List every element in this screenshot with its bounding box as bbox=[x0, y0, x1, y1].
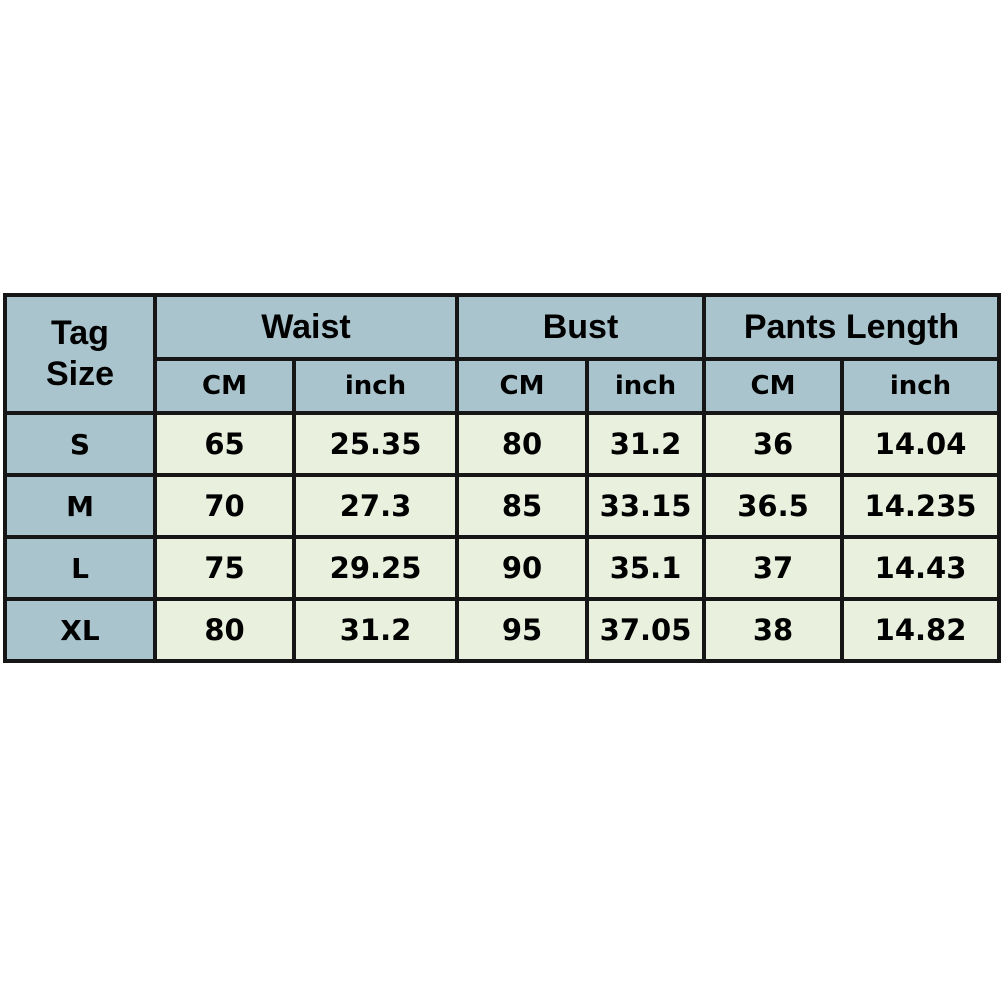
data-cell-pants-inch: 14.235 bbox=[840, 473, 1002, 539]
table-row-s: S 65 25.35 80 31.2 36 14.04 bbox=[3, 411, 1002, 477]
data-cell-waist-cm: 65 bbox=[153, 411, 296, 477]
data-cell-pants-inch: 14.04 bbox=[840, 411, 1002, 477]
data-cell-bust-inch: 31.2 bbox=[585, 411, 707, 477]
group-header-pants-length: Pants Length bbox=[702, 293, 1002, 361]
table-row-l: L 75 29.25 90 35.1 37 14.43 bbox=[3, 535, 1002, 601]
tag-size-line1: Tag bbox=[51, 313, 109, 352]
data-cell-bust-inch: 35.1 bbox=[585, 535, 707, 601]
subheader-bust-inch: inch bbox=[585, 357, 707, 415]
data-cell-pants-cm: 38 bbox=[702, 597, 845, 663]
group-header-bust: Bust bbox=[455, 293, 707, 361]
header-sub-row: CM inch CM inch CM inch bbox=[5, 357, 1002, 415]
tag-size-header-cell: Tag Size bbox=[3, 293, 157, 415]
data-cell-pants-cm: 36 bbox=[702, 411, 845, 477]
table-row-m: M 70 27.3 85 33.15 36.5 14.235 bbox=[3, 473, 1002, 539]
size-cell: M bbox=[3, 473, 157, 539]
tag-size-line2: Size bbox=[45, 355, 115, 393]
subheader-bust-cm: CM bbox=[455, 357, 590, 415]
data-cell-pants-cm: 37 bbox=[702, 535, 845, 601]
data-cell-waist-inch: 31.2 bbox=[291, 597, 460, 663]
data-cell-bust-cm: 95 bbox=[455, 597, 590, 663]
subheader-pants-cm: CM bbox=[702, 357, 845, 415]
subheader-waist-cm: CM bbox=[153, 357, 296, 415]
data-cell-pants-inch: 14.43 bbox=[840, 535, 1002, 601]
data-cell-bust-cm: 80 bbox=[455, 411, 590, 477]
data-cell-bust-inch: 37.05 bbox=[585, 597, 707, 663]
subheader-waist-inch: inch bbox=[291, 357, 460, 415]
data-cell-bust-cm: 90 bbox=[455, 535, 590, 601]
data-cell-waist-inch: 25.35 bbox=[291, 411, 460, 477]
size-cell: XL bbox=[3, 597, 157, 663]
subheader-pants-inch: inch bbox=[840, 357, 1002, 415]
data-cell-waist-inch: 27.3 bbox=[291, 473, 460, 539]
size-chart-table: Tag Size Waist Bust Pants Length CM inch… bbox=[3, 293, 1002, 663]
data-cell-pants-inch: 14.82 bbox=[840, 597, 1002, 663]
data-cell-waist-inch: 29.25 bbox=[291, 535, 460, 601]
group-header-waist: Waist bbox=[152, 293, 460, 361]
data-cell-bust-inch: 33.15 bbox=[585, 473, 707, 539]
data-cell-pants-cm: 36.5 bbox=[702, 473, 845, 539]
data-cell-waist-cm: 80 bbox=[153, 597, 296, 663]
size-cell: S bbox=[3, 411, 157, 477]
data-cell-waist-cm: 75 bbox=[153, 535, 296, 601]
header-group-row: Tag Size Waist Bust Pants Length bbox=[3, 293, 1002, 415]
size-cell: L bbox=[3, 535, 157, 601]
data-cell-waist-cm: 70 bbox=[153, 473, 296, 539]
data-cell-bust-cm: 85 bbox=[455, 473, 590, 539]
table-row-xl: XL 80 31.2 95 37.05 38 14.82 bbox=[3, 597, 1002, 663]
